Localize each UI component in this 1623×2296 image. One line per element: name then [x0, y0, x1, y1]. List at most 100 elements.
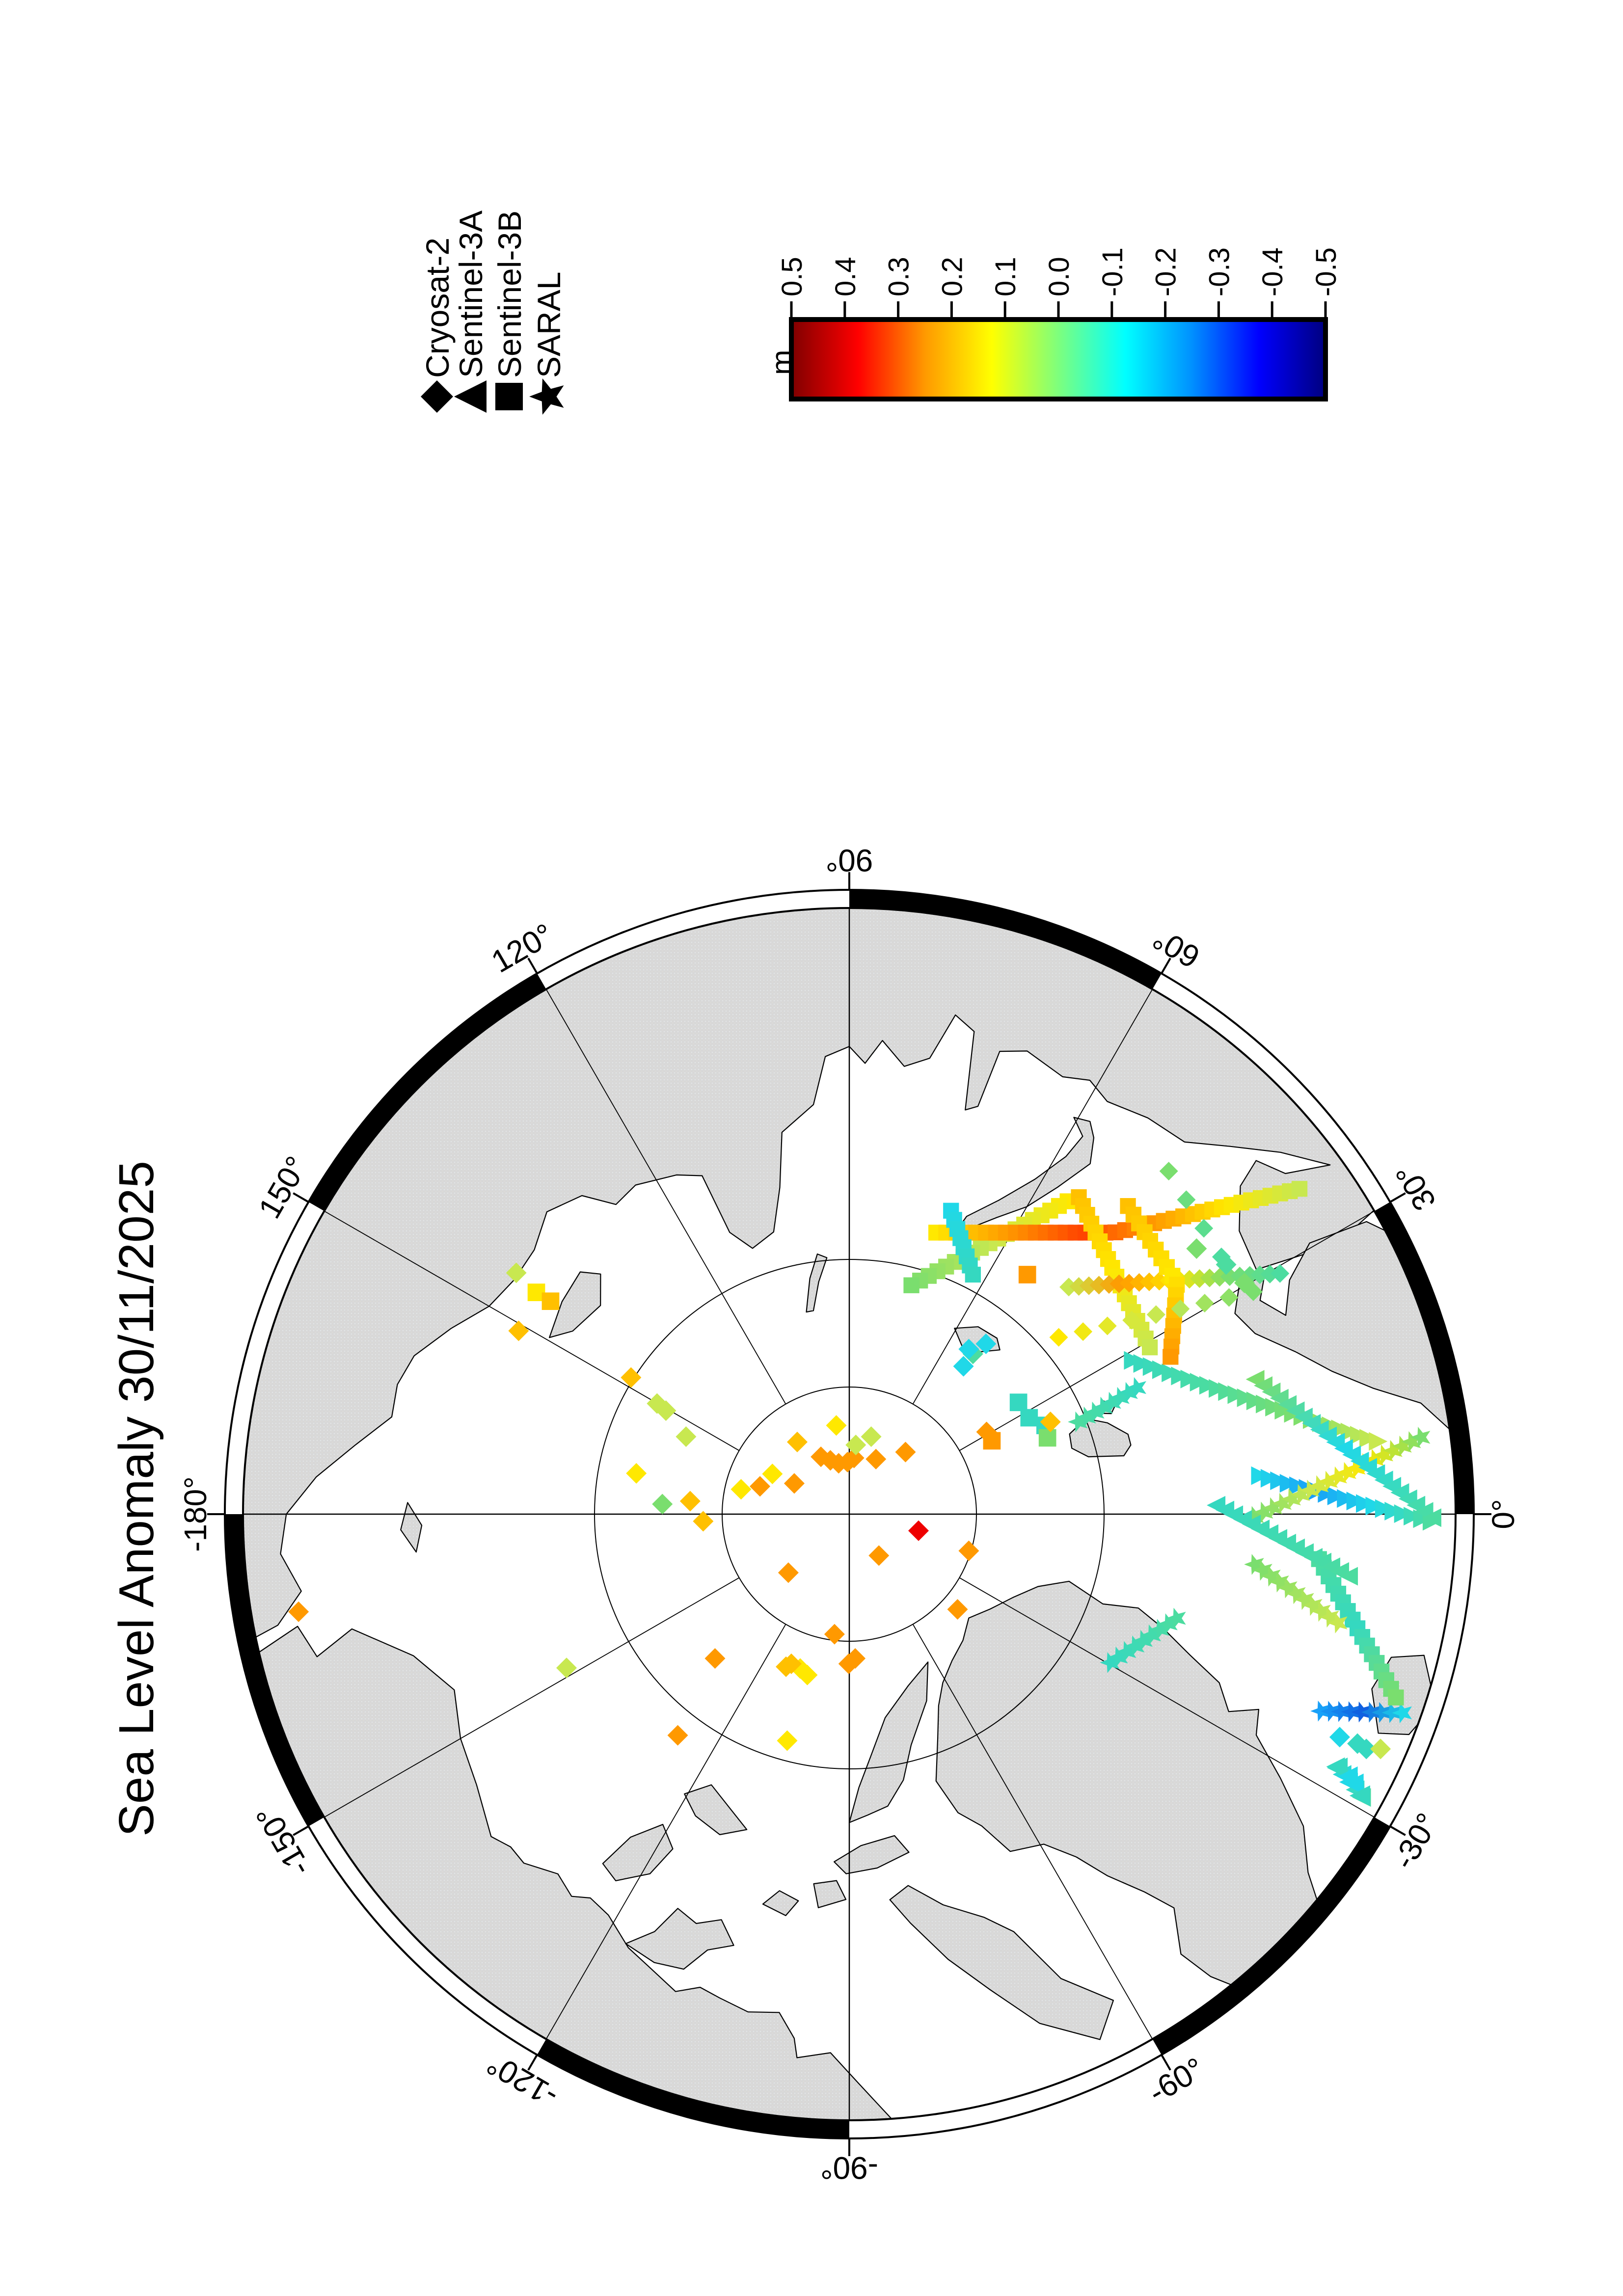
diamond-icon	[421, 380, 453, 413]
diamond-datapoint	[704, 1648, 726, 1669]
meridian-label--90: -90°	[820, 2150, 878, 2186]
diamond-datapoint	[1356, 1738, 1377, 1760]
track-saral-7	[1310, 1700, 1412, 1724]
diamond-marker	[1109, 1274, 1129, 1293]
frame-tick-60	[1161, 958, 1171, 974]
star-marker	[1341, 1701, 1361, 1722]
star-marker	[1100, 1652, 1120, 1673]
landmass-wrangel-island	[400, 1502, 423, 1553]
tri-l-datapoint	[1327, 1757, 1348, 1778]
diamond-marker	[1200, 1268, 1219, 1287]
star-marker	[1327, 1466, 1348, 1488]
colorbar-tick-label: -0.4	[1257, 247, 1289, 296]
star-marker	[1141, 1624, 1162, 1646]
diamond-datapoint	[679, 1491, 701, 1512]
diamond-marker	[1099, 1275, 1118, 1294]
frame-tick-150	[293, 1192, 309, 1203]
meridian-label-150: 150°	[251, 1150, 315, 1225]
diamond-datapoint	[958, 1338, 979, 1360]
tri-r-marker	[1394, 1504, 1413, 1523]
tri-l-marker	[1422, 1508, 1441, 1527]
diamond-datapoint	[621, 1367, 642, 1388]
diamond-datapoint	[693, 1511, 714, 1532]
colorbar-tick-labels: 0.5 0.4 0.3 0.2 0.1 0.0 -0.1 -0.2 -0.3 -0.4 -0.5	[776, 247, 1342, 296]
landmass-victoria-island	[625, 1908, 734, 1970]
star-marker	[1373, 1444, 1394, 1466]
diamond-datapoint	[508, 1320, 529, 1341]
colorbar-tick-label: -0.2	[1150, 247, 1182, 296]
diamond-marker	[1049, 1328, 1068, 1347]
star-marker	[1093, 1396, 1113, 1418]
diamond-datapoint	[843, 1447, 865, 1468]
meridian-label-60: 60°	[1147, 921, 1206, 975]
meridian-label-90: 90°	[826, 843, 873, 878]
colorbar-tick-label: 0.5	[776, 257, 808, 296]
frame-tick--60	[1161, 2054, 1171, 2071]
diamond-datapoint	[730, 1479, 752, 1500]
diamond-datapoint	[667, 1725, 688, 1746]
landmass-prince-of-wales-island	[762, 1890, 799, 1916]
diamond-datapoint	[652, 1494, 673, 1515]
star-marker	[1109, 1387, 1130, 1408]
star-marker	[1319, 1606, 1339, 1628]
tri-r-marker	[1209, 1379, 1228, 1398]
landmass-new-siberian-islands	[549, 1271, 601, 1338]
colorbar-tick-label: 0.2	[936, 257, 968, 296]
star-marker	[1277, 1577, 1298, 1599]
frame-tick--30	[1389, 1825, 1406, 1836]
track-sentinel3b-6	[943, 1202, 981, 1283]
diamond-datapoint	[826, 1415, 847, 1436]
landmass-novaya-zemlya	[953, 1117, 1095, 1235]
legend-label: SARAL	[531, 272, 567, 378]
tri-r-marker	[1413, 1509, 1432, 1528]
square-datapoint	[1009, 1393, 1028, 1412]
tri-r-marker	[1227, 1385, 1246, 1404]
meridian-label-180: -180°	[178, 1476, 213, 1552]
diamond-datapoint	[778, 1562, 799, 1583]
diamond-datapoint	[786, 1431, 808, 1452]
diamond-marker	[1089, 1276, 1109, 1295]
legend-entry-cryosat-2: Cryosat-2	[419, 238, 456, 413]
tri-r-marker	[1190, 1373, 1209, 1392]
ring-inner-circle	[242, 907, 1457, 2121]
landmass-alaska-canada	[243, 1626, 930, 2120]
diamond-marker	[1260, 1264, 1279, 1283]
tri-r-marker	[1162, 1363, 1181, 1383]
star-marker	[1299, 1479, 1320, 1501]
triangle-icon	[454, 380, 487, 413]
tri-r-marker	[1274, 1401, 1294, 1420]
diamond-datapoint	[1329, 1727, 1350, 1748]
frame-tick--150	[293, 1825, 309, 1836]
diamond-datapoint	[1040, 1412, 1061, 1433]
tri-r-marker	[1124, 1351, 1143, 1370]
diamond-marker	[1146, 1305, 1165, 1324]
star-marker	[1310, 1700, 1330, 1722]
colorbar-tick-label: 0.0	[1043, 257, 1075, 296]
square-marker	[1141, 1339, 1158, 1356]
track-saral-16	[1100, 1607, 1186, 1673]
meridian-line--120	[545, 1624, 786, 2039]
diamond-marker	[1059, 1278, 1079, 1297]
star-marker	[1281, 1488, 1301, 1510]
legend-label: Sentinel-3B	[491, 211, 528, 378]
tri-r-marker	[1369, 1432, 1388, 1451]
star-marker	[1318, 1470, 1338, 1492]
colorbar-gradient	[789, 317, 1328, 401]
diamond-datapoint	[947, 1599, 968, 1620]
colorbar-tick-label: -0.5	[1310, 247, 1342, 296]
diamond-datapoint	[908, 1520, 929, 1541]
star-marker	[1253, 1501, 1273, 1523]
diamond-datapoint	[750, 1476, 771, 1497]
square-marker	[903, 1277, 920, 1293]
legend-entry-sentinel-3a: Sentinel-3A	[453, 211, 489, 413]
star-marker	[1101, 1391, 1121, 1413]
landmass-greenland	[935, 1580, 1351, 2016]
diamond-marker	[1171, 1299, 1190, 1318]
tri-r-marker	[1279, 1474, 1298, 1493]
diamond-datapoint	[556, 1657, 577, 1679]
tri-r-marker	[1404, 1507, 1423, 1526]
star-marker	[1118, 1382, 1138, 1403]
star-marker	[1308, 1475, 1329, 1496]
